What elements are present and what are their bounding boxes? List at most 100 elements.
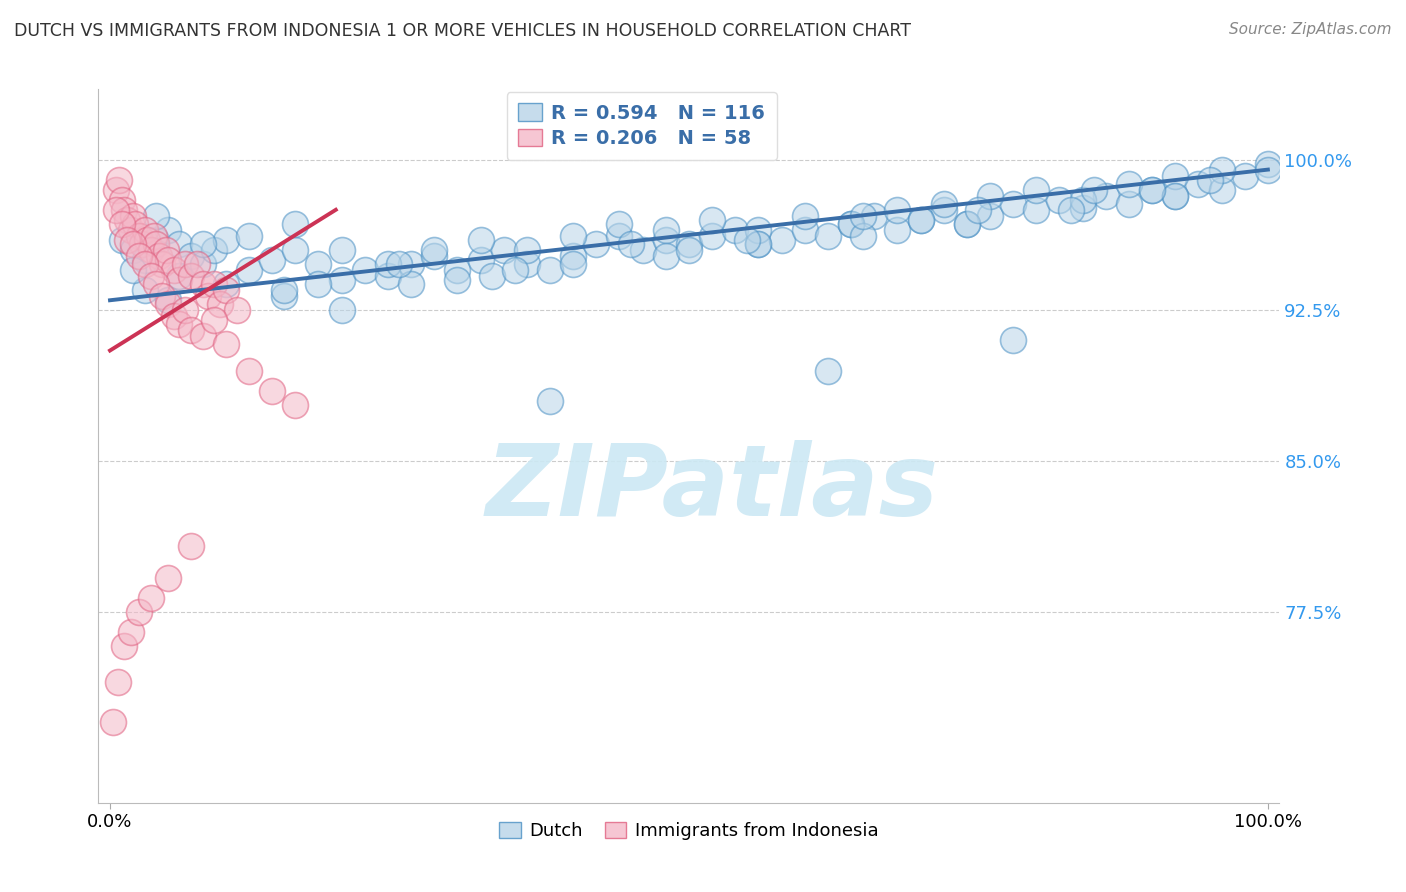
Point xyxy=(1002,196,1025,211)
Point xyxy=(262,253,284,268)
Point xyxy=(1164,188,1187,202)
Point xyxy=(1257,162,1279,177)
Point xyxy=(1002,334,1025,348)
Point xyxy=(155,243,177,257)
Point xyxy=(139,243,162,257)
Point xyxy=(562,229,585,244)
Point xyxy=(562,249,585,263)
Point xyxy=(156,223,179,237)
Point xyxy=(678,237,700,252)
Point xyxy=(932,196,955,211)
Point xyxy=(169,237,191,252)
Point xyxy=(215,283,238,297)
Point xyxy=(1211,183,1233,197)
Point xyxy=(1140,183,1163,197)
Point xyxy=(124,217,146,231)
Point xyxy=(169,273,191,287)
Text: ZIPatlas: ZIPatlas xyxy=(486,441,939,537)
Point xyxy=(202,313,225,327)
Point xyxy=(910,212,932,227)
Point xyxy=(112,639,135,653)
Point xyxy=(208,297,231,311)
Point xyxy=(481,269,503,284)
Point xyxy=(631,243,654,257)
Point xyxy=(1140,183,1163,197)
Point xyxy=(817,363,839,377)
Point xyxy=(156,253,179,268)
Point xyxy=(1257,156,1279,170)
Point xyxy=(128,229,150,244)
Point xyxy=(215,233,238,247)
Point xyxy=(353,263,375,277)
Point xyxy=(122,237,145,252)
Point xyxy=(1094,188,1116,202)
Point xyxy=(1199,172,1222,186)
Point xyxy=(226,303,249,318)
Point xyxy=(156,571,179,585)
Point xyxy=(191,329,214,343)
Point xyxy=(131,237,153,252)
Point xyxy=(1233,169,1256,183)
Point xyxy=(169,269,191,284)
Point xyxy=(1164,169,1187,183)
Point xyxy=(655,223,678,237)
Point xyxy=(817,229,839,244)
Point xyxy=(770,233,793,247)
Point xyxy=(104,183,127,197)
Point xyxy=(122,263,145,277)
Point xyxy=(104,202,127,217)
Point xyxy=(910,212,932,227)
Point xyxy=(516,243,538,257)
Point xyxy=(747,237,769,252)
Point xyxy=(163,310,186,324)
Point xyxy=(1025,202,1047,217)
Point xyxy=(134,283,156,297)
Point xyxy=(609,229,631,244)
Point xyxy=(145,209,167,223)
Point xyxy=(956,217,979,231)
Point xyxy=(470,233,492,247)
Point xyxy=(330,303,353,318)
Point xyxy=(215,337,238,351)
Point xyxy=(793,209,815,223)
Point xyxy=(139,269,162,284)
Point xyxy=(103,715,125,730)
Point xyxy=(145,233,167,247)
Point xyxy=(273,283,295,297)
Point xyxy=(585,237,607,252)
Point xyxy=(134,223,156,237)
Point xyxy=(110,217,132,231)
Point xyxy=(197,289,219,303)
Point xyxy=(839,217,862,231)
Point xyxy=(145,277,167,292)
Point xyxy=(191,237,214,252)
Point xyxy=(1025,183,1047,197)
Point xyxy=(180,539,202,553)
Point xyxy=(122,243,145,257)
Point xyxy=(122,209,145,223)
Point xyxy=(117,233,139,247)
Point xyxy=(284,217,307,231)
Point xyxy=(307,277,329,292)
Point xyxy=(839,217,862,231)
Point xyxy=(470,253,492,268)
Point xyxy=(156,297,179,311)
Point xyxy=(932,202,955,217)
Point xyxy=(150,257,173,271)
Point xyxy=(120,223,142,237)
Point xyxy=(1083,183,1105,197)
Point xyxy=(852,229,875,244)
Point xyxy=(202,243,225,257)
Point xyxy=(388,257,411,271)
Point xyxy=(793,223,815,237)
Point xyxy=(399,257,422,271)
Point xyxy=(609,217,631,231)
Point xyxy=(180,249,202,263)
Point xyxy=(377,269,399,284)
Point xyxy=(215,277,238,292)
Point xyxy=(169,318,191,332)
Point xyxy=(886,223,908,237)
Point xyxy=(377,257,399,271)
Point xyxy=(238,363,260,377)
Point xyxy=(112,202,135,217)
